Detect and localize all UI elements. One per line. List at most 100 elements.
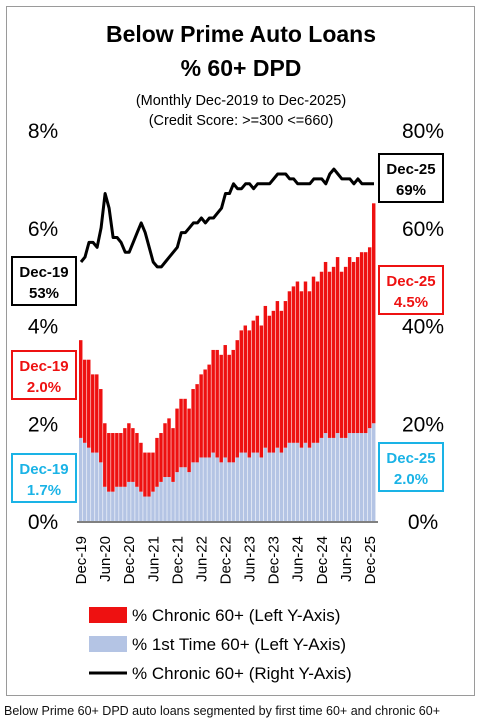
first-time-bar xyxy=(171,481,175,521)
first-time-bar xyxy=(343,437,348,521)
chronic-bar xyxy=(119,433,123,487)
chronic-bar xyxy=(235,340,239,458)
first-time-bar xyxy=(315,442,320,521)
x-tick-label: Jun-21 xyxy=(145,536,162,582)
first-time-bar xyxy=(359,433,364,521)
first-time-bar xyxy=(355,433,360,521)
first-time-bar xyxy=(335,433,340,521)
chart-title-line: Below Prime Auto Loans xyxy=(106,21,376,47)
first-time-bar xyxy=(283,447,288,521)
chronic-bar xyxy=(155,437,159,487)
chronic-bar xyxy=(103,423,107,487)
chronic-bar xyxy=(131,428,135,482)
chart-frame: Below Prime Auto Loans % 60+ DPD (Monthly… xyxy=(6,6,475,696)
chronic-bar xyxy=(215,349,219,458)
chronic-bar xyxy=(171,428,175,482)
right-y-tick-label: 60% xyxy=(402,218,444,241)
chronic-bar xyxy=(311,276,316,443)
chronic-bar xyxy=(223,345,227,458)
x-tick-label: Dec-22 xyxy=(217,536,234,584)
chronic-bar xyxy=(327,271,332,438)
callout-box xyxy=(11,453,77,503)
right-y-tick-label: 0% xyxy=(408,511,438,534)
callout-box xyxy=(378,265,444,315)
chronic-bar xyxy=(163,423,167,478)
chronic-bar xyxy=(295,281,300,443)
chronic-bar xyxy=(175,408,179,473)
x-tick-label: Dec-23 xyxy=(266,536,283,584)
chart-title-line: % 60+ DPD xyxy=(181,55,302,81)
x-tick-label: Dec-19 xyxy=(73,536,90,584)
x-tick-label: Jun-24 xyxy=(290,536,307,582)
chronic-bar xyxy=(275,301,280,448)
first-time-bar xyxy=(175,472,179,521)
first-time-bar xyxy=(191,462,195,521)
callout-label: Dec-25 xyxy=(386,273,435,290)
first-time-bar xyxy=(367,428,372,521)
chronic-bar xyxy=(87,359,91,448)
chronic-bar xyxy=(287,291,292,443)
first-time-bar xyxy=(179,467,183,521)
chronic-bar xyxy=(363,252,368,434)
first-time-bar xyxy=(339,437,344,521)
chronic-bar xyxy=(159,433,163,482)
left-y-tick-label: 0% xyxy=(28,511,58,534)
legend-swatch-chronic xyxy=(89,607,127,623)
callout-value: 69% xyxy=(396,182,426,199)
first-time-bar xyxy=(155,486,159,521)
first-time-bar xyxy=(139,491,143,521)
first-time-bar xyxy=(111,491,115,521)
chronic-bar xyxy=(299,291,304,448)
first-time-bar xyxy=(235,457,239,521)
chronic-bar xyxy=(255,315,260,453)
first-time-bar xyxy=(95,452,99,521)
chronic-bar xyxy=(207,364,211,458)
chart-title: Below Prime Auto Loans % 60+ DPD xyxy=(106,21,376,81)
chronic-bar xyxy=(319,271,324,438)
chronic-bar xyxy=(351,261,356,434)
x-tick-label: Jun-20 xyxy=(97,536,114,582)
first-time-bar xyxy=(319,437,324,521)
legend-label: % Chronic 60+ (Left Y-Axis) xyxy=(132,606,340,625)
chronic-bar xyxy=(135,433,139,487)
first-time-bar xyxy=(219,462,223,521)
chronic-bar xyxy=(359,252,364,434)
chronic-bar xyxy=(179,398,183,468)
chronic-bar xyxy=(331,266,336,438)
first-time-bar xyxy=(291,442,296,521)
chronic-bar xyxy=(147,452,151,497)
x-tick-label: Jun-25 xyxy=(338,536,355,582)
chronic-bar xyxy=(347,257,352,434)
first-time-bar xyxy=(127,481,131,521)
first-time-bar xyxy=(135,486,139,521)
chronic-bar xyxy=(367,247,372,429)
left-y-tick-label: 2% xyxy=(28,413,58,436)
first-time-bar xyxy=(331,437,336,521)
first-time-bar xyxy=(203,457,207,521)
right-y-tick-label: 40% xyxy=(402,316,444,339)
first-time-bar xyxy=(287,442,292,521)
right-y-tick-label: 80% xyxy=(402,120,444,143)
first-time-bar xyxy=(295,442,300,521)
bar-series xyxy=(79,203,376,521)
callout-value: 4.5% xyxy=(394,294,428,311)
chronic-bar xyxy=(83,359,87,443)
chronic-bar xyxy=(99,389,103,463)
first-time-bar xyxy=(215,457,219,521)
left-y-tick-label: 4% xyxy=(28,316,58,339)
chronic-bar xyxy=(151,452,155,492)
callout-value: 2.0% xyxy=(394,471,428,488)
chronic-right-axis-line xyxy=(79,167,374,269)
chronic-bar xyxy=(371,203,376,424)
first-time-bar xyxy=(303,442,308,521)
x-tick-label: Dec-21 xyxy=(169,536,186,584)
callout-value: 53% xyxy=(29,285,59,302)
first-time-bar xyxy=(151,491,155,521)
chronic-bar xyxy=(291,286,296,443)
chronic-bar xyxy=(227,354,231,463)
first-time-bar xyxy=(187,472,191,521)
chart-subtitle: (Monthly Dec-2019 to Dec-2025) (Credit Sc… xyxy=(136,93,346,129)
first-time-bar xyxy=(251,452,256,521)
first-time-bar xyxy=(167,477,171,521)
first-time-bar xyxy=(183,467,187,521)
